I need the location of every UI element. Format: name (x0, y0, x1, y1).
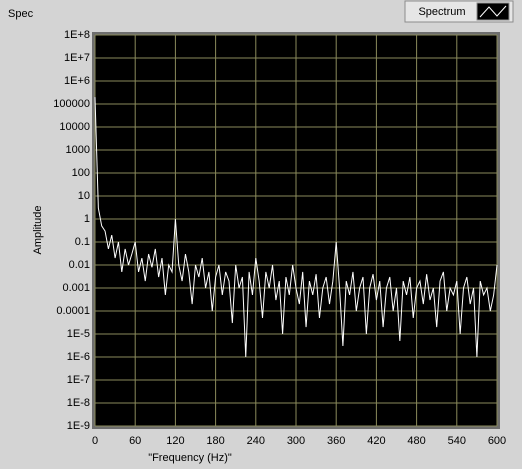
x-axis-label: "Frequency (Hz)" (148, 452, 232, 464)
x-tick-label: 120 (166, 435, 184, 447)
legend-label: Spectrum (418, 6, 465, 18)
y-tick-label: 10 (78, 190, 90, 202)
y-tick-label: 1E+8 (64, 29, 90, 41)
y-axis-label: Amplitude (32, 206, 44, 255)
x-tick-label: 60 (129, 435, 141, 447)
y-tick-label: 1E+6 (64, 75, 90, 87)
y-tick-label: 0.01 (69, 259, 90, 271)
y-tick-label: 100 (72, 167, 90, 179)
x-tick-label: 0 (92, 435, 98, 447)
chart-title: Spec (8, 8, 34, 20)
spectrum-line (94, 97, 498, 358)
y-tick-label: 1E-9 (67, 420, 90, 432)
x-tick-label: 300 (287, 435, 305, 447)
y-tick-label: 10000 (59, 121, 90, 133)
x-tick-label: 180 (206, 435, 224, 447)
x-tick-label: 360 (327, 435, 345, 447)
x-tick-label: 420 (367, 435, 385, 447)
legend-swatch (479, 5, 507, 18)
y-tick-label: 1E-5 (67, 328, 90, 340)
y-tick-label: 0.0001 (56, 305, 90, 317)
y-tick-label: 0.1 (75, 236, 90, 248)
x-tick-label: 600 (488, 435, 506, 447)
x-tick-label: 240 (247, 435, 265, 447)
x-tick-label: 480 (407, 435, 425, 447)
x-tick-label: 540 (448, 435, 466, 447)
y-tick-label: 0.001 (62, 282, 90, 294)
y-tick-label: 100000 (53, 98, 90, 110)
y-tick-label: 1E-8 (67, 397, 90, 409)
y-tick-label: 1E-6 (67, 351, 90, 363)
y-tick-label: 1E+7 (64, 52, 90, 64)
y-tick-label: 1000 (66, 144, 90, 156)
y-tick-label: 1 (84, 213, 90, 225)
y-tick-label: 1E-7 (67, 374, 90, 386)
